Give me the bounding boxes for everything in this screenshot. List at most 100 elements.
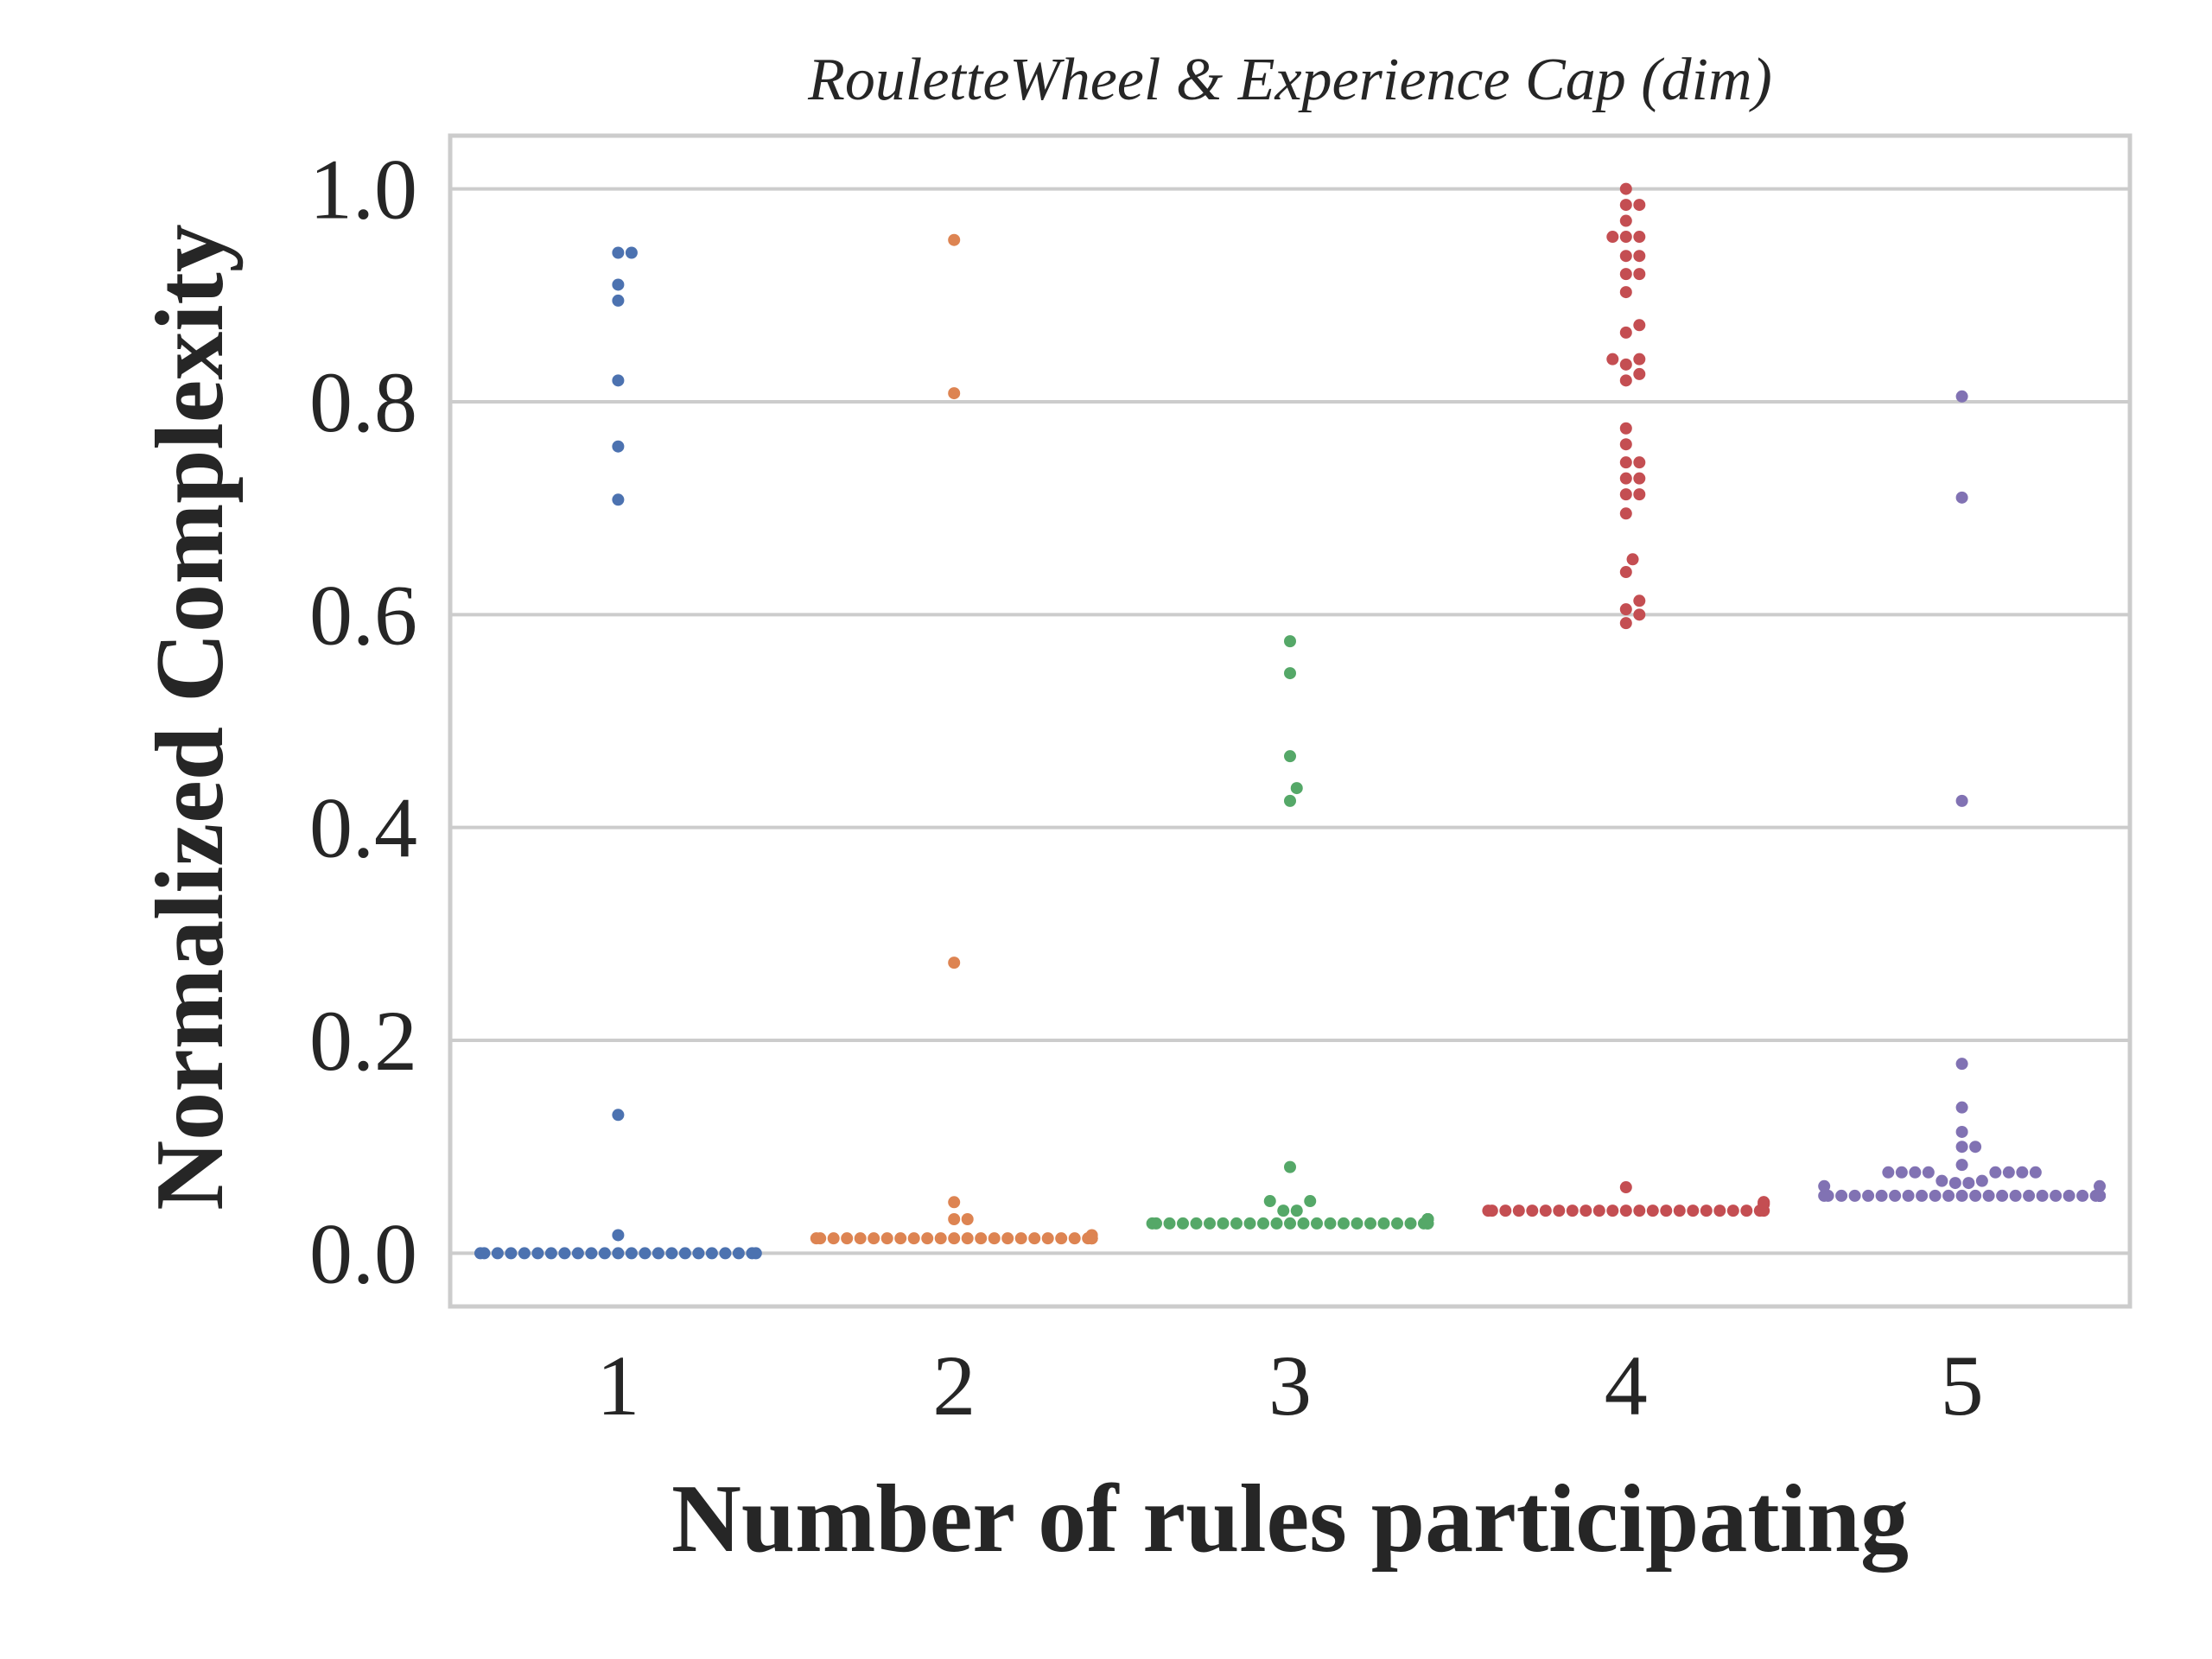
data-point: [934, 1232, 947, 1245]
data-point: [1204, 1217, 1216, 1230]
data-point: [1512, 1205, 1525, 1217]
data-point: [1566, 1205, 1579, 1217]
data-point: [948, 1232, 961, 1245]
data-point: [1606, 231, 1619, 244]
data-point: [1619, 617, 1632, 630]
data-point: [1482, 1205, 1495, 1217]
data-point: [1862, 1189, 1875, 1202]
data-point: [1619, 199, 1632, 212]
data-point: [1646, 1205, 1659, 1217]
x-tick-labels: 1 2 3 4 5: [596, 1338, 1983, 1433]
data-point: [1499, 1205, 1512, 1217]
y-tick-label: 0.6: [309, 567, 417, 663]
data-point: [1284, 750, 1296, 763]
data-point: [1580, 1205, 1592, 1217]
data-point: [948, 1212, 961, 1225]
data-point: [1818, 1179, 1831, 1192]
data-point: [1163, 1217, 1176, 1230]
gridlines: [450, 187, 2130, 1255]
data-point: [1889, 1189, 1902, 1202]
data-point: [612, 374, 625, 387]
y-tick-labels: 0.0 0.2 0.4 0.6 0.8 1.0: [309, 142, 417, 1302]
data-point: [1277, 1205, 1290, 1217]
data-point: [1619, 507, 1632, 520]
data-point: [678, 1247, 691, 1260]
data-point: [1284, 667, 1296, 680]
chart-title: RouletteWheel & Experience Cap (dim): [807, 47, 1772, 113]
data-point: [907, 1232, 920, 1245]
data-point: [1713, 1205, 1726, 1217]
data-point: [948, 387, 961, 400]
data-point: [1619, 182, 1632, 195]
data-point: [612, 440, 625, 453]
data-point: [1304, 1195, 1317, 1208]
data-point: [732, 1247, 745, 1260]
data-point: [1553, 1205, 1566, 1217]
data-point: [841, 1232, 854, 1245]
data-point: [1284, 1160, 1296, 1173]
data-point: [868, 1232, 880, 1245]
data-point: [2050, 1189, 2063, 1202]
data-point: [2016, 1166, 2029, 1179]
data-point: [1848, 1189, 1861, 1202]
data-point: [1055, 1232, 1068, 1245]
data-point: [1085, 1229, 1098, 1242]
x-tick-label: 5: [1941, 1338, 1984, 1433]
data-point: [1633, 231, 1646, 244]
data-point: [1955, 1058, 1968, 1071]
data-point: [1626, 553, 1639, 566]
data-point: [1068, 1232, 1081, 1245]
data-point: [1955, 1125, 1968, 1138]
data-point: [1633, 268, 1646, 281]
data-point: [1619, 566, 1632, 579]
data-point: [1619, 268, 1632, 281]
data-point: [894, 1232, 907, 1245]
y-tick-label: 0.0: [309, 1205, 417, 1301]
y-tick-label: 0.2: [309, 993, 417, 1089]
y-tick-label: 0.8: [309, 354, 417, 450]
data-point: [1619, 214, 1632, 227]
data-point: [1592, 1205, 1605, 1217]
data-point: [1902, 1189, 1915, 1202]
data-point: [1619, 438, 1632, 451]
data-point: [1633, 472, 1646, 485]
x-axis-label: Number of rules participating: [671, 1465, 1909, 1573]
data-point: [1290, 782, 1303, 795]
data-point: [1962, 1177, 1975, 1190]
data-point: [1351, 1217, 1363, 1230]
data-point: [1948, 1177, 1961, 1190]
data-point: [2063, 1189, 2075, 1202]
data-point: [1146, 1217, 1159, 1230]
data-point: [810, 1232, 823, 1245]
data-point: [1619, 1205, 1632, 1217]
data-point: [1942, 1189, 1955, 1202]
data-point: [1929, 1189, 1942, 1202]
data-point: [1740, 1205, 1753, 1217]
data-point: [1257, 1217, 1269, 1230]
data-point: [1633, 488, 1646, 501]
data-point: [1297, 1217, 1310, 1230]
data-point: [1606, 1205, 1619, 1217]
data-point: [1700, 1205, 1713, 1217]
data-point: [1882, 1166, 1895, 1179]
data-point: [598, 1247, 611, 1260]
data-point: [961, 1212, 974, 1225]
x-tick-label: 3: [1268, 1338, 1312, 1433]
data-point: [1606, 353, 1619, 365]
data-point: [921, 1232, 934, 1245]
data-point: [1955, 491, 1968, 504]
data-point: [531, 1247, 544, 1260]
data-point: [1041, 1232, 1054, 1245]
data-point: [1324, 1217, 1337, 1230]
data-point: [652, 1247, 664, 1260]
data-point: [1311, 1217, 1323, 1230]
data-point: [1758, 1196, 1770, 1209]
data-point: [1633, 250, 1646, 263]
plot-frame: [448, 133, 2133, 1309]
data-point: [1633, 594, 1646, 607]
data-point: [505, 1247, 518, 1260]
data-point: [612, 493, 625, 506]
data-point: [2076, 1189, 2089, 1202]
data-point: [612, 246, 625, 259]
